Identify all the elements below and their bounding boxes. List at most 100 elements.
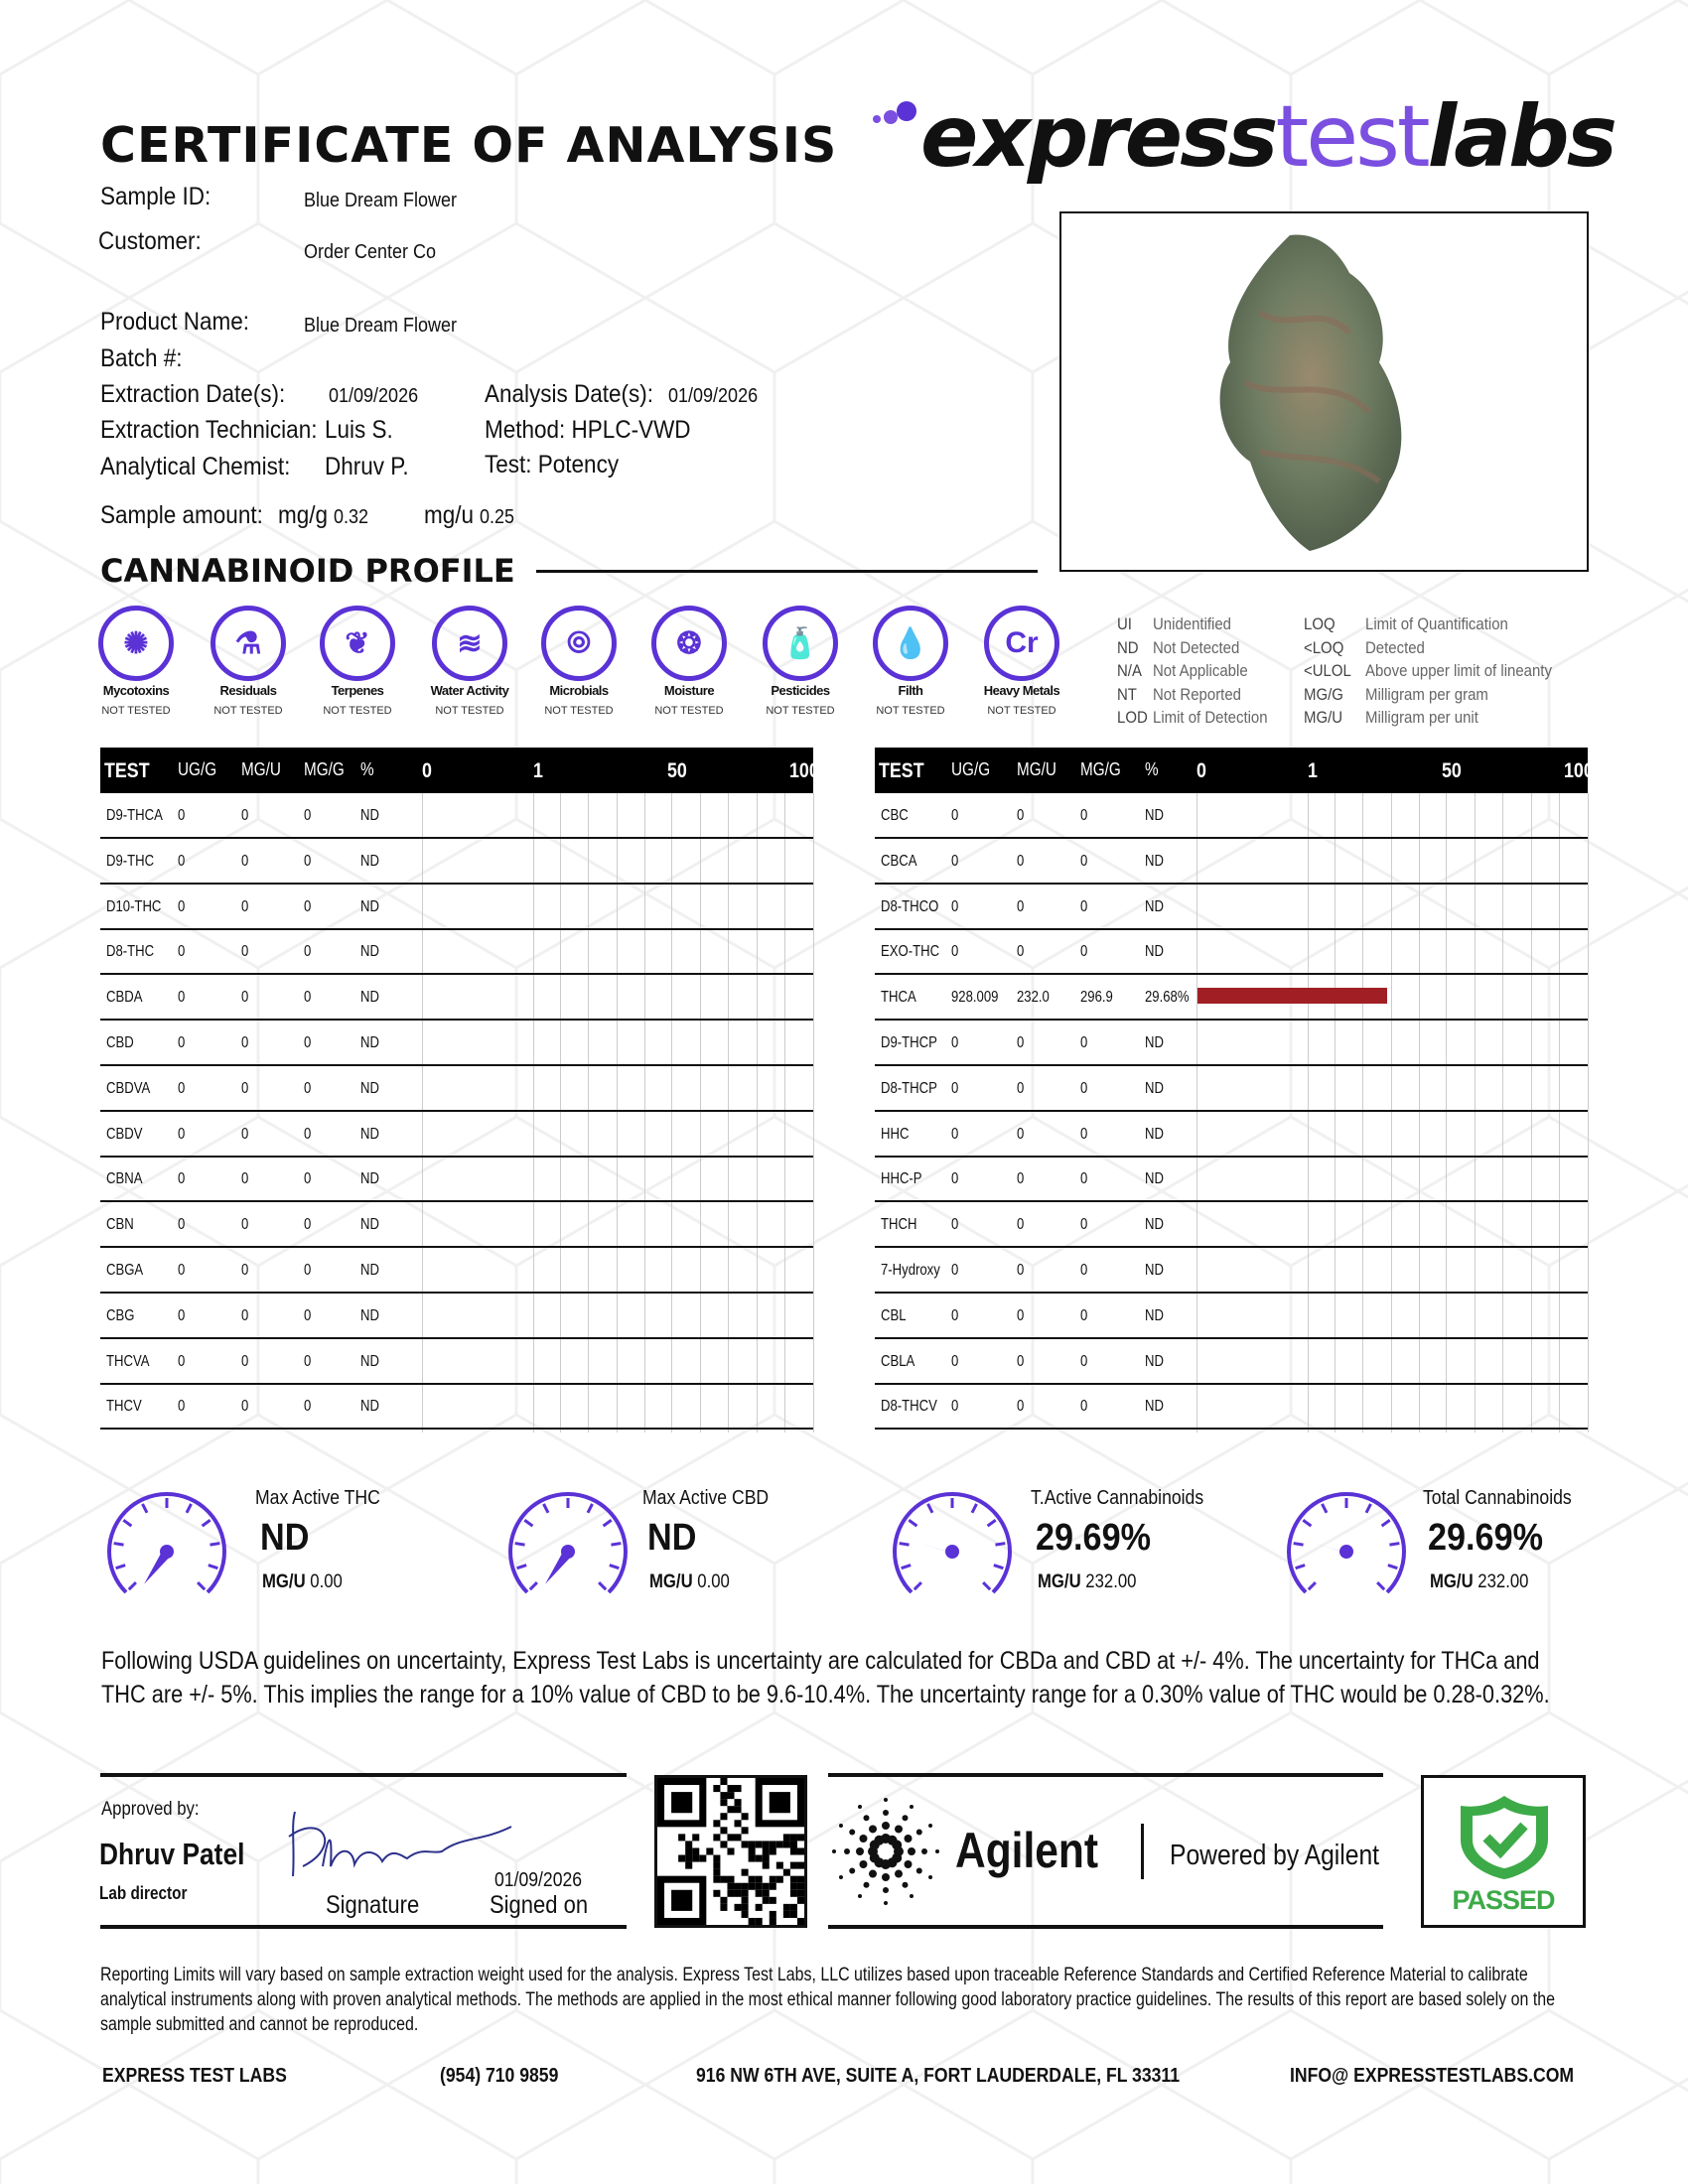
cannabinoid-profile-heading: CANNABINOID PROFILE [100, 552, 515, 590]
passed-label: PASSED [1452, 1885, 1555, 1915]
mgg-value: 0 [304, 1306, 312, 1324]
signature-label: Signature [326, 1891, 420, 1919]
analyte-name: THCH [881, 1216, 917, 1234]
test-status: NOT TESTED [323, 705, 392, 717]
table-row: D9-THCP 0 0 0 ND [875, 1021, 1588, 1066]
percent-value: ND [1145, 807, 1164, 824]
ugg-value: 0 [951, 1398, 959, 1416]
mgg-value: 0 [304, 1034, 312, 1051]
technician-value: Luis S. [325, 416, 393, 444]
table-row: CBD 0 0 0 ND [100, 1021, 813, 1066]
percent-value: ND [360, 1079, 379, 1097]
test-name: Moisture [663, 683, 715, 698]
ugg-value: 0 [178, 943, 186, 961]
mgu-value: 0 [241, 1034, 249, 1051]
ugg-value: 0 [178, 1306, 186, 1324]
mgg-value: 0 [304, 852, 312, 870]
test-name: Residuals [219, 683, 277, 698]
grid-line [1196, 793, 1197, 1433]
ugg-value: 0 [951, 943, 959, 961]
analyte-name: D8-THC [106, 943, 155, 961]
test-status: NOT TESTED [766, 705, 835, 717]
mgg-value: 0 [304, 897, 312, 915]
qr-code-image [657, 1778, 804, 1925]
test-status: NOT TESTED [544, 705, 614, 717]
mgg-label: mg/g [278, 501, 329, 529]
analyte-name: CBDVA [106, 1079, 151, 1097]
test-status: NOT TESTED [987, 705, 1056, 717]
qr-code[interactable] [654, 1775, 807, 1928]
mgg-value: 0 [1080, 943, 1088, 961]
test-name: Heavy Metals [983, 683, 1060, 698]
gauge-title: Total Cannabinoids [1423, 1487, 1572, 1509]
mgg-value: 0 [304, 943, 312, 961]
mgu-value: 0 [241, 807, 249, 824]
column-header: TEST [104, 759, 150, 782]
percent-value: ND [360, 1398, 379, 1416]
ugg-value: 0 [951, 1125, 959, 1143]
test-name: Filth [898, 683, 923, 698]
analysis-date-value: 01/09/2026 [668, 385, 759, 407]
footer-email[interactable]: INFO@ EXPRESSTESTLABS.COM [1290, 2065, 1575, 2087]
mgu-value: 0 [241, 1262, 249, 1279]
mgu-value: 0 [241, 1170, 249, 1188]
mgg-value: 0 [1080, 897, 1088, 915]
grid-line [1588, 793, 1589, 1433]
agilent-divider [1141, 1824, 1144, 1879]
analyte-name: CBG [106, 1306, 135, 1324]
ugg-value: 0 [951, 1306, 959, 1324]
cannabinoid-table-left: TEST UG/G MG/U MG/G% 0 1 50 100 D9-THCA 0 0 0 ND D9-T… [100, 748, 819, 1433]
mgg-value: 0 [1080, 1216, 1088, 1234]
percent-value: ND [1145, 1306, 1164, 1324]
mgu-value: 0 [1017, 1216, 1025, 1234]
analyte-name: CBCA [881, 852, 917, 870]
table-row: D8-THC 0 0 0 ND [100, 929, 813, 976]
legend-abbr: N/A [1117, 661, 1142, 680]
mgg-value: 0 [304, 989, 312, 1007]
percent-value: ND [360, 1170, 379, 1188]
gauge-value: ND [647, 1517, 697, 1559]
gauge-unit: MG/U [649, 1571, 693, 1592]
table-row: THCVA 0 0 0 ND [100, 1339, 813, 1385]
ugg-value: 0 [178, 1216, 186, 1234]
column-header: MG/U [1017, 759, 1056, 779]
scale-tick-label: 1 [533, 759, 543, 782]
sample-photo [1059, 211, 1589, 572]
table-row: THCA 928.009 232.0 296.9 29.68% [875, 975, 1588, 1022]
mgg-value: 0 [304, 807, 312, 824]
gauge-dial-icon [1287, 1492, 1406, 1594]
gauge-mgu: MG/U 0.00 [262, 1571, 343, 1593]
grid-line [728, 793, 729, 1433]
footer-address: 916 NW 6TH AVE, SUITE A, FORT LAUDERDALE… [696, 2065, 1181, 2087]
gauge-unit: MG/U [262, 1571, 306, 1592]
mgu-value: 0 [1017, 807, 1025, 824]
mgg-value: 0 [304, 1079, 312, 1097]
legend-text: Detected [1365, 637, 1425, 657]
footer-phone[interactable]: (954) 710 9859 [440, 2065, 559, 2087]
table-row: THCH 0 0 0 ND [875, 1202, 1588, 1249]
mgg-value: 0 [1080, 1352, 1088, 1370]
sample-id-label: Sample ID: [100, 183, 211, 210]
mgg-value: 0 [304, 1352, 312, 1370]
mgg-value: 0 [1080, 1034, 1088, 1051]
grid-line [1391, 793, 1392, 1433]
chemist-label: Analytical Chemist: [100, 453, 291, 480]
analyte-name: THCVA [106, 1352, 150, 1370]
mgu-value: 0 [1017, 897, 1025, 915]
mgu-value: 0 [1017, 1034, 1025, 1051]
mgg-value: 296.9 [1080, 989, 1113, 1007]
batch-label: Batch #: [100, 344, 183, 372]
scale-tick-label: 0 [1196, 759, 1206, 782]
product-name-label: Product Name: [100, 308, 250, 336]
gauge-mgu: MG/U 232.00 [1430, 1571, 1528, 1593]
gauge-value: ND [260, 1517, 310, 1559]
test-status: NOT TESTED [435, 705, 504, 717]
legend-abbr: LOQ [1304, 614, 1336, 633]
mgu-value: 0 [1017, 1170, 1025, 1188]
percent-value: ND [1145, 1034, 1164, 1051]
grid-line [1559, 793, 1560, 1433]
column-header: MG/G [304, 759, 345, 779]
legend-text: Not Applicable [1153, 661, 1248, 680]
table-row: CBDV 0 0 0 ND [100, 1112, 813, 1158]
percent-value: ND [360, 852, 379, 870]
